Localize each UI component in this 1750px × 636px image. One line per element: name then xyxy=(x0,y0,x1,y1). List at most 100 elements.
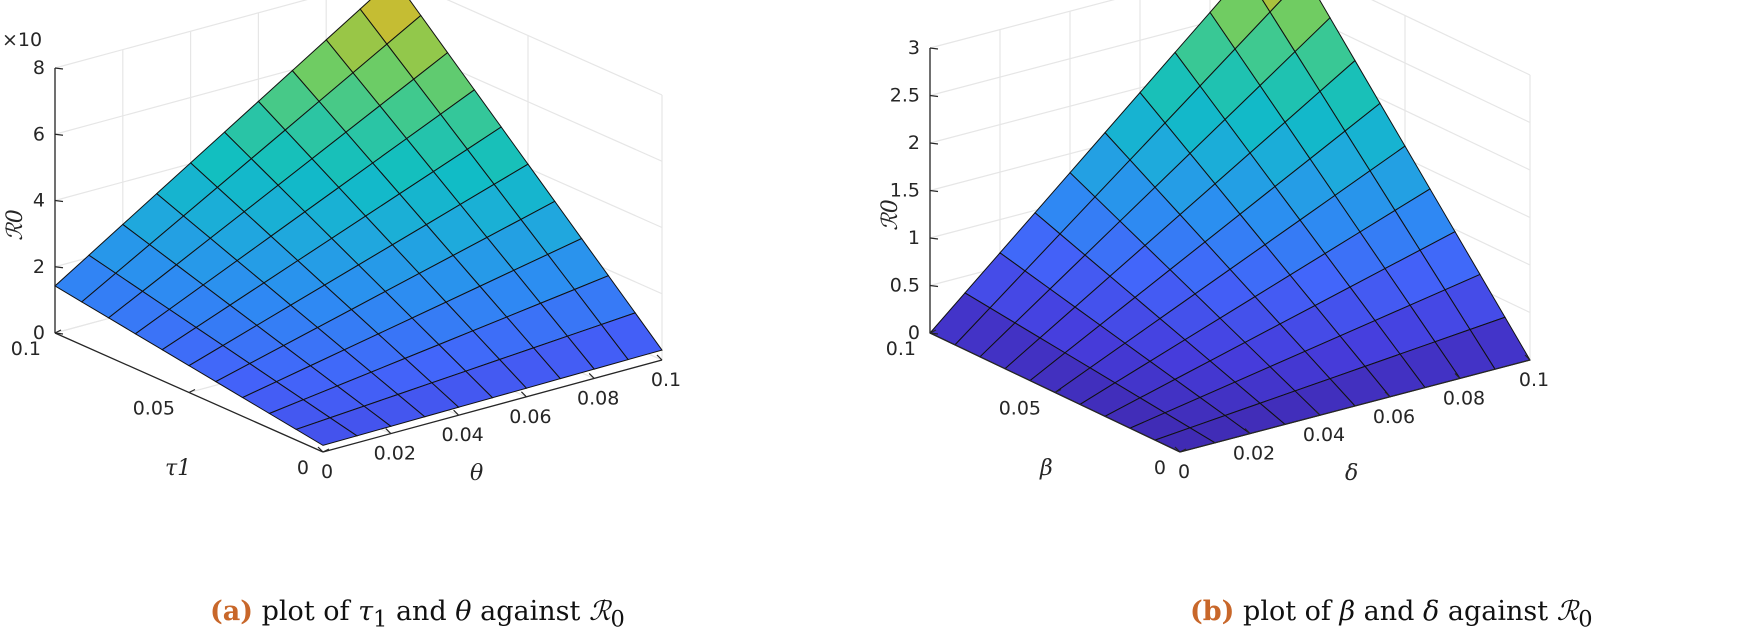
caption-a-mid: and xyxy=(387,596,456,627)
z-tick-mark xyxy=(929,332,939,335)
caption-a-var1: τ xyxy=(358,596,374,627)
z-tick-label: 6 xyxy=(33,123,45,145)
x-tick-label: 0 xyxy=(297,457,309,479)
caption-b-post: against xyxy=(1439,596,1557,627)
caption-b-r-sub: 0 xyxy=(1578,606,1593,633)
x-tick-mark xyxy=(1179,448,1187,453)
x-tick-label: 0.1 xyxy=(886,338,916,360)
y-tick-mark xyxy=(453,409,460,416)
surface xyxy=(929,0,1531,453)
surface-plot-a: 02468×10-500.050.1τ100.020.040.060.080.1… xyxy=(2,0,681,486)
x-ticks: 0 0.05 0.1 xyxy=(11,329,330,479)
y-tick-mark xyxy=(317,446,324,453)
x-tick-label: 0.1 xyxy=(11,338,41,360)
y-tick-mark xyxy=(1384,391,1391,398)
z-axis-label: ℛ0 xyxy=(3,209,28,241)
y-axis-label: δ xyxy=(1345,461,1358,486)
z-tick-label: 4 xyxy=(33,190,45,212)
y-tick-label: 0.08 xyxy=(577,387,619,409)
caption-a-r: ℛ xyxy=(588,596,611,627)
x-tick-label: 0.05 xyxy=(133,398,175,420)
y-tick-label: 0 xyxy=(321,461,333,483)
z-tick-mark xyxy=(929,237,939,240)
y-ticks: 0 0.02 0.04 0.06 0.08 0.1 xyxy=(1174,354,1549,483)
y-axis-line xyxy=(1179,359,1531,453)
y-axis-label: θ xyxy=(470,461,483,486)
y-tick-label: 0.08 xyxy=(1443,387,1485,409)
z-tick-label: 2 xyxy=(908,132,920,154)
z-ticks: 0 0.5 1 1.5 2 2.5 3 xyxy=(890,37,939,344)
z-tick-mark xyxy=(54,199,64,203)
y-tick-label: 0 xyxy=(1178,461,1190,483)
y-tick-label: 0.04 xyxy=(1303,424,1345,446)
caption-a-var1-sub: 1 xyxy=(373,606,388,633)
y-tick-label: 0.02 xyxy=(1233,443,1275,465)
x-axis-label: β xyxy=(1039,456,1053,481)
z-tick-label: 0.5 xyxy=(890,275,920,297)
x-tick-label: 0 xyxy=(1154,457,1166,479)
caption-b-r: ℛ xyxy=(1556,596,1579,627)
y-tick-mark xyxy=(1454,372,1461,379)
caption-b: (b) plot of β and δ against ℛ0 xyxy=(1190,596,1593,632)
y-tick-label: 0.1 xyxy=(651,369,681,391)
z-tick-mark xyxy=(929,142,939,145)
y-tick-mark xyxy=(656,354,663,361)
gridline-z xyxy=(929,0,1531,76)
z-tick-mark xyxy=(929,189,939,193)
surface xyxy=(54,0,663,446)
caption-b-mid: and xyxy=(1355,596,1424,627)
chart-panel-b: 0 0.5 1 1.5 2 2.5 3 0 0.05 0.1 β 0 0.02 0.04 0.06 0.08 0… xyxy=(875,0,1750,580)
y-tick-label: 0.06 xyxy=(1373,406,1415,428)
x-tick-label: 0.05 xyxy=(999,398,1041,420)
caption-a-var2: θ xyxy=(455,596,472,627)
x-tick-mark xyxy=(54,329,62,334)
y-tick-mark xyxy=(1314,409,1321,416)
y-tick-mark xyxy=(520,391,527,398)
z-tick-mark xyxy=(929,94,939,98)
gridline-z xyxy=(54,0,663,96)
z-tick-label: 1 xyxy=(908,227,920,249)
z-tick-label: 3 xyxy=(908,37,920,59)
y-tick-mark xyxy=(385,428,392,435)
z-tick-mark xyxy=(54,133,64,136)
y-tick-label: 0.1 xyxy=(1519,369,1549,391)
chart-panel-a: 02468×10-500.050.1τ100.020.040.060.080.1… xyxy=(0,0,875,580)
y-tick-mark xyxy=(1524,354,1531,361)
y-tick-label: 0.04 xyxy=(441,424,483,446)
z-tick-label: 2 xyxy=(33,256,45,278)
z-tick-label: 0 xyxy=(33,322,45,344)
z-tick-label: 2.5 xyxy=(890,85,920,107)
z-tick-label: 0 xyxy=(908,322,920,344)
caption-a-r-sub: 0 xyxy=(610,606,625,633)
z-tick-mark xyxy=(54,266,64,269)
x-axis-label: τ1 xyxy=(165,456,191,481)
caption-b-var2: δ xyxy=(1423,596,1440,627)
caption-b-var1: β xyxy=(1339,596,1356,627)
x-tick-mark xyxy=(322,448,330,453)
x-tick-mark xyxy=(188,388,196,394)
z-tick-mark xyxy=(929,284,939,288)
surface-patch xyxy=(295,417,359,446)
caption-a-pre: plot of xyxy=(261,596,359,627)
z-tick-mark xyxy=(929,47,939,50)
z-axis-label: ℛ0 xyxy=(878,199,903,231)
z-tick-mark xyxy=(54,67,64,70)
y-tick-label: 0.06 xyxy=(509,406,551,428)
y-tick-mark xyxy=(1244,428,1251,435)
y-axis-line xyxy=(322,359,663,453)
x-tick-mark xyxy=(929,329,937,334)
x-ticks: 0 0.05 0.1 xyxy=(886,329,1187,479)
caption-a-tag: (a) xyxy=(210,596,254,627)
caption-a: (a) plot of τ1 and θ against ℛ0 xyxy=(210,596,625,632)
caption-b-pre: plot of xyxy=(1243,596,1340,627)
z-exponent-label: ×10 xyxy=(2,29,42,51)
z-tick-label: 1.5 xyxy=(890,180,920,202)
y-tick-mark xyxy=(588,372,595,379)
y-tick-mark xyxy=(1174,446,1181,453)
surface-patch xyxy=(1261,0,1283,13)
caption-b-tag: (b) xyxy=(1190,596,1235,627)
z-tick-mark xyxy=(54,332,64,335)
y-ticks: 0 0.02 0.04 0.06 0.08 0.1 xyxy=(317,354,681,483)
